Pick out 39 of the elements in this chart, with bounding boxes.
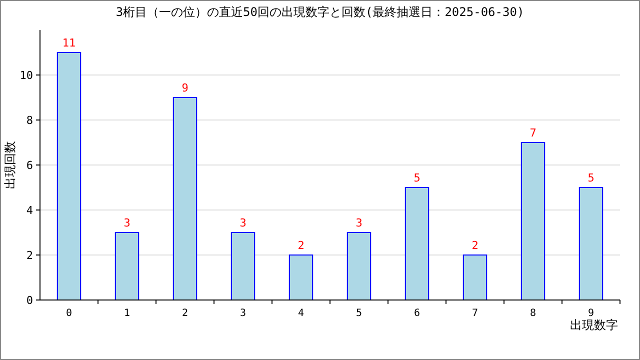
x-tick-label: 1 <box>124 308 130 319</box>
x-axis-title: 出現数字 <box>570 318 618 332</box>
y-axis-title: 出現回数 <box>3 141 17 189</box>
data-label: 3 <box>124 216 130 230</box>
data-label: 2 <box>298 239 304 252</box>
bar <box>288 254 314 300</box>
x-tick-label: 3 <box>240 308 246 319</box>
x-tick-label: 2 <box>182 308 188 319</box>
bar <box>172 97 198 300</box>
bar <box>462 254 488 300</box>
chart-title: 3桁目（一の位）の直近50回の出現数字と回数(最終抽選日：2025-06-30) <box>116 5 524 19</box>
data-label: 5 <box>588 172 594 184</box>
data-label: 7 <box>530 126 536 140</box>
data-label: 2 <box>472 239 478 252</box>
y-tick-label: 8 <box>26 114 33 127</box>
data-label: 3 <box>240 216 246 230</box>
y-tick-label: 2 <box>26 249 33 262</box>
bar <box>346 232 372 300</box>
x-tick-label: 4 <box>298 308 304 319</box>
data-label: 9 <box>182 82 188 94</box>
x-tick-label: 9 <box>588 308 594 319</box>
x-tick-label: 7 <box>472 308 478 319</box>
x-tick-label: 8 <box>530 308 536 319</box>
y-tick-label: 4 <box>26 204 34 217</box>
y-tick-label: 0 <box>26 294 33 307</box>
data-label: 11 <box>62 36 76 50</box>
bar <box>230 232 256 300</box>
bar <box>114 232 140 300</box>
bar <box>404 187 430 300</box>
x-tick-label: 0 <box>66 308 72 319</box>
data-label: 3 <box>356 216 362 230</box>
x-tick-label: 5 <box>356 308 362 319</box>
x-tick-label: 6 <box>414 308 420 319</box>
bar <box>578 187 604 300</box>
bar <box>520 142 546 300</box>
y-tick-label: 6 <box>26 159 33 172</box>
y-tick-label: 10 <box>20 69 33 82</box>
data-label: 5 <box>414 172 420 184</box>
bar <box>56 52 82 300</box>
